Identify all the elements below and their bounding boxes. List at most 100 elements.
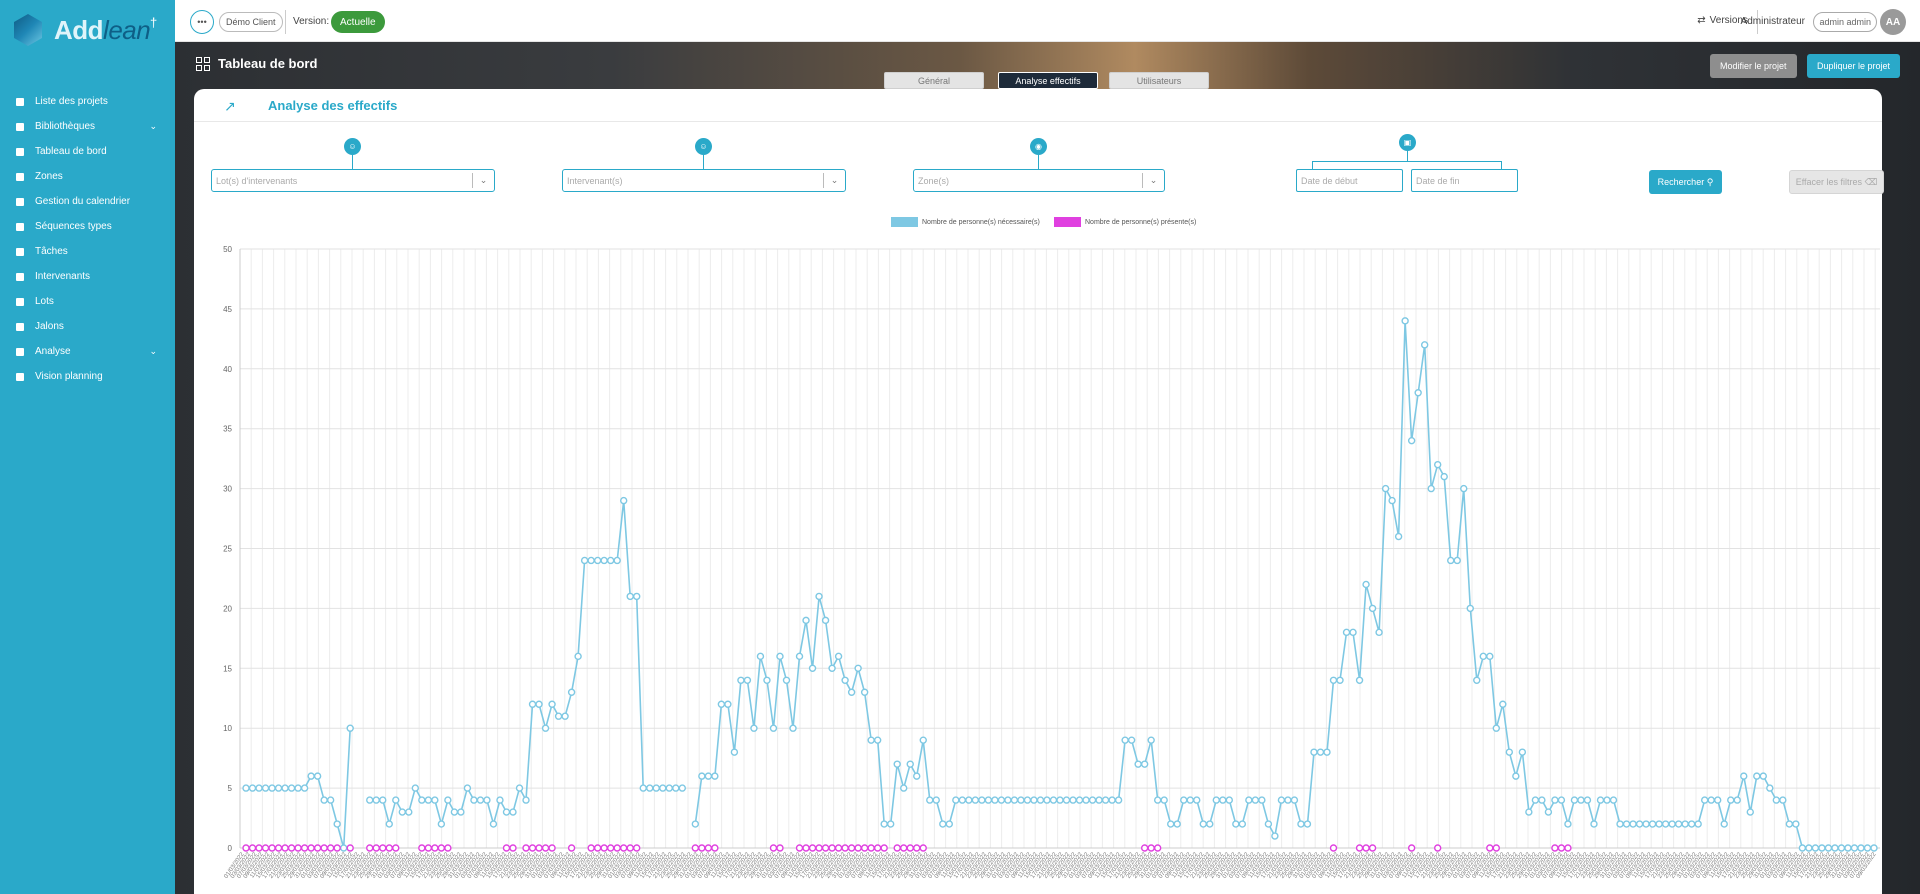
modify-project-button[interactable]: Modifier le projet [1710,54,1797,78]
series-necessaires-point [489,820,498,828]
divider [285,10,286,34]
app-logo[interactable]: Addlean [10,8,160,52]
series-presentes-point [619,844,628,852]
series-necessaires-point [1062,796,1071,804]
tab-analyse-effectifs[interactable]: Analyse effectifs [998,72,1098,89]
series-necessaires-point [900,784,908,792]
legend-item-presentes[interactable]: Nombre de personne(s) présente(s) [1054,217,1196,227]
sidebar-item-1[interactable]: Bibliothèques ⌄ [0,114,175,139]
clear-filters-button[interactable]: Effacer les filtres ⌫ [1789,170,1884,194]
chevron-down-icon[interactable]: ⌄ [823,173,845,188]
series-necessaires-point [1108,796,1116,804]
series-presentes-point [698,844,706,852]
series-presentes-point [1486,844,1494,852]
client-icon[interactable]: ••• [190,10,214,34]
series-necessaires-point [724,700,732,708]
y-tick-label: 25 [223,545,232,554]
series-necessaires-point [1779,796,1787,804]
series-necessaires-point [1010,796,1019,804]
chevron-down-icon[interactable]: ⌄ [472,173,494,188]
chevron-down-icon[interactable]: ⌄ [149,121,157,131]
series-necessaires-point [1440,472,1448,481]
series-necessaires-point [528,700,537,708]
chevron-down-icon[interactable]: ⌄ [149,346,157,356]
series-necessaires-point [1792,820,1800,828]
series-presentes-point [900,844,908,852]
series-presentes-point [300,844,309,852]
connector [1407,151,1408,161]
user-name[interactable]: admin admin [1813,12,1877,32]
tab-utilisateurs[interactable]: Utilisateurs [1109,72,1209,89]
series-necessaires-point [1674,820,1683,828]
connector [1038,155,1039,169]
series-necessaires-point [1030,796,1038,804]
sidebar-item-label: Vision planning [35,371,103,382]
series-presentes-point [541,844,550,852]
series-necessaires-point [242,784,250,792]
series-necessaires-point [750,724,758,732]
legend-item-necessaires[interactable]: Nombre de personne(s) nécessaire(s) [891,217,1040,227]
sidebar-item-3[interactable]: Zones [0,164,175,189]
series-necessaires-point [1753,772,1761,780]
sidebar-item-2[interactable]: Tableau de bord [0,139,175,164]
sidebar-item-11[interactable]: Vision planning [0,364,175,389]
date-end-input[interactable]: Date de fin [1411,169,1518,192]
role-label: Administrateur [1740,16,1805,27]
series-necessaires-point [769,724,778,732]
client-selector[interactable]: Démo Client [219,12,283,32]
series-necessaires-point [619,496,628,505]
version-badge[interactable]: Actuelle [331,11,385,33]
series-necessaires-point [392,796,400,804]
date-start-input[interactable]: Date de début [1296,169,1403,192]
series-presentes-point [248,844,257,852]
series-necessaires-point [1199,820,1207,828]
lots-select[interactable]: Lot(s) d'intervenants ⌄ [211,169,495,192]
sidebar-item-label: Tâches [35,246,68,257]
series-necessaires-point [333,820,341,828]
series-necessaires-point [854,664,862,672]
sidebar-item-0[interactable]: Liste des projets [0,89,175,114]
divider [1757,10,1758,34]
versions-button[interactable]: ⇄ Versions [1697,15,1748,26]
series-necessaires-point [1277,796,1286,804]
pin-icon[interactable]: † [150,15,158,30]
series-necessaires-point [1167,820,1175,828]
sidebar-item-7[interactable]: Intervenants [0,264,175,289]
series-necessaires-point [1616,820,1624,828]
series-necessaires-point [307,772,315,780]
series-necessaires-point [476,796,485,804]
sidebar-item-4[interactable]: Gestion du calendrier [0,189,175,214]
series-necessaires-point [1212,796,1220,804]
chevron-down-icon[interactable]: ⌄ [1142,173,1164,188]
y-tick-label: 45 [223,305,232,314]
versions-label: Versions [1709,15,1748,26]
duplicate-project-button[interactable]: Dupliquer le projet [1807,54,1901,78]
zones-select[interactable]: Zone(s) ⌄ [913,169,1165,192]
sidebar-item-8[interactable]: Lots [0,289,175,314]
series-necessaires-point [1740,772,1748,780]
series-necessaires-point [450,808,459,816]
series-presentes-point [1153,844,1162,852]
tab-general[interactable]: Général [884,72,984,89]
sidebar-item-5[interactable]: Séquences types [0,214,175,239]
search-button[interactable]: Rechercher ⚲ [1649,170,1722,194]
series-necessaires-point [1362,580,1370,589]
series-presentes-point [1564,844,1572,852]
series-necessaires-point [509,808,517,816]
task-icon [16,247,24,256]
sidebar-item-9[interactable]: Jalons [0,314,175,339]
sidebar-item-10[interactable]: Analyse ⌄ [0,339,175,364]
series-necessaires-point [1687,820,1696,828]
sidebar-item-6[interactable]: Tâches [0,239,175,264]
series-necessaires-point [1622,820,1631,828]
intervenants-select[interactable]: Intervenant(s) ⌄ [562,169,846,192]
sidebar-nav: Liste des projets Bibliothèques ⌄ Tableau d… [0,89,175,389]
series-presentes-point [600,844,608,852]
series-necessaires-point [952,796,960,804]
series-necessaires-point [1101,796,1110,804]
series-necessaires-point [1648,820,1657,828]
avatar[interactable]: AA [1880,9,1906,35]
series-necessaires-point [763,676,771,684]
series-necessaires-point [1486,652,1494,661]
series-necessaires-point [1023,796,1032,804]
